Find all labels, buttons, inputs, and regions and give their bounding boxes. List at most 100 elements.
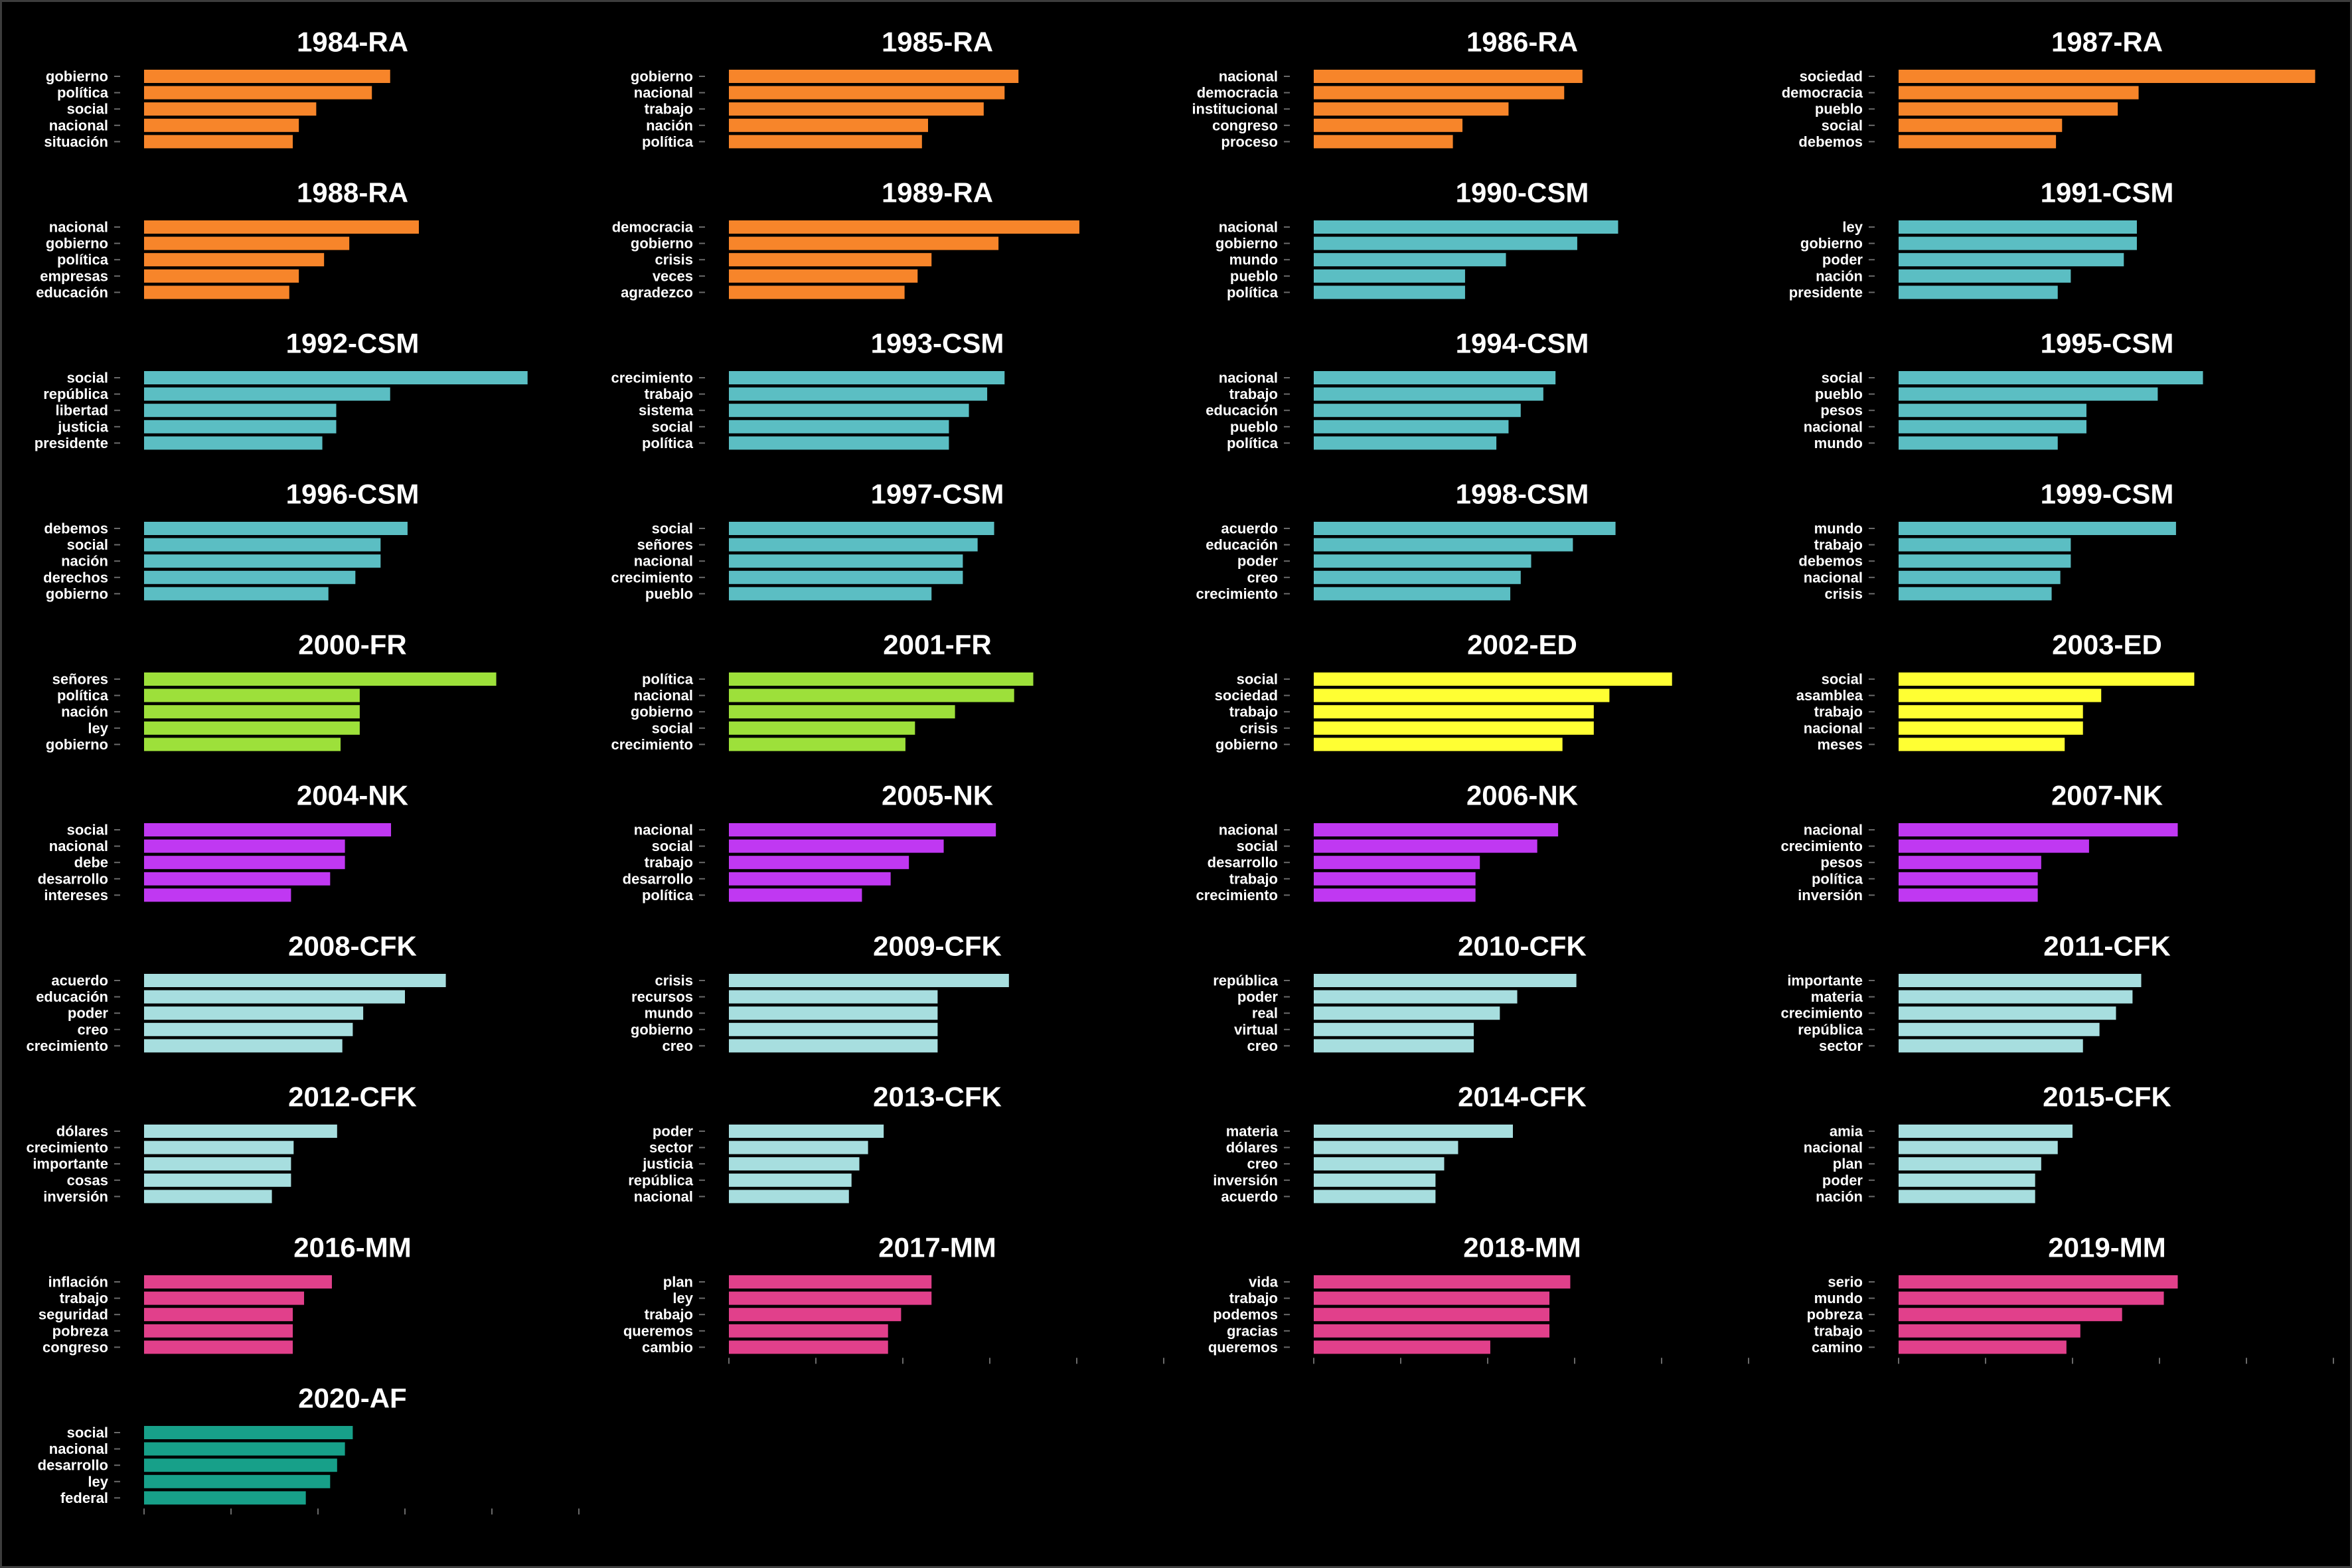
- bar: [1314, 1173, 1436, 1187]
- panel-title: 2005-NK: [882, 780, 993, 811]
- bar: [144, 570, 356, 584]
- bar-label: ley: [1842, 219, 1863, 236]
- bar: [1899, 285, 2058, 299]
- bar: [144, 220, 419, 234]
- bar: [1899, 220, 2137, 234]
- bar-label: acuerdo: [51, 973, 108, 989]
- bar-label: política: [1227, 435, 1279, 451]
- bar-label: social: [67, 1425, 108, 1441]
- bar: [729, 420, 949, 433]
- bar-label: educación: [36, 284, 108, 301]
- bar-label: trabajo: [1229, 870, 1278, 887]
- bar-label: materia: [1226, 1123, 1279, 1140]
- bar: [144, 839, 345, 853]
- bar: [729, 538, 978, 552]
- bar: [1899, 1308, 2122, 1322]
- bar-label: importante: [33, 1156, 108, 1172]
- bar: [729, 872, 891, 886]
- bar-label: recursos: [631, 988, 693, 1005]
- panel: 2006-NK nacionalsocialdesarrollotrabajocr…: [1196, 780, 1579, 903]
- bar: [144, 70, 390, 83]
- bar-label: pueblo: [1815, 386, 1863, 402]
- bar: [729, 570, 963, 584]
- bar-label: derechos: [43, 569, 108, 586]
- bar: [1314, 404, 1521, 418]
- bar-label: desarrollo: [38, 870, 108, 887]
- panel: 2004-NK socialnacionaldebedesarrollointer…: [38, 780, 408, 903]
- panel: 2013-CFK podersectorjusticiarepúblicanaci…: [628, 1081, 1002, 1205]
- bar: [1314, 1275, 1571, 1289]
- bar-label: política: [642, 435, 694, 451]
- panel: 2016-MM inflacióntrabajoseguridadpobrezac…: [39, 1232, 412, 1356]
- bar: [1314, 1039, 1474, 1053]
- bar-label: real: [1252, 1005, 1278, 1022]
- bar: [1314, 387, 1543, 401]
- bar: [144, 436, 323, 450]
- panel-title: 1987-RA: [2051, 27, 2163, 58]
- bar-label: trabajo: [1814, 536, 1863, 553]
- panel: 1994-CSM nacionaltrabajoeducaciónpueblopo…: [1206, 328, 1589, 451]
- bar: [729, 86, 1005, 100]
- bar-label: intereses: [44, 887, 108, 903]
- bar: [1899, 839, 2089, 853]
- bar: [1314, 86, 1565, 100]
- bar-label: asamblea: [1796, 687, 1863, 704]
- bar-label: crecimiento: [1196, 586, 1279, 602]
- bar: [729, 1140, 868, 1154]
- bar: [1899, 269, 2071, 283]
- panel-title: 2006-NK: [1466, 780, 1578, 811]
- bar-label: pueblo: [1230, 268, 1278, 284]
- bar: [1899, 872, 2038, 886]
- bar: [729, 587, 932, 601]
- bar: [1314, 721, 1594, 735]
- bar: [729, 1157, 860, 1171]
- panel-title: 2009-CFK: [873, 931, 1002, 962]
- bar-label: nacional: [1219, 68, 1278, 85]
- bar-label: poder: [68, 1005, 109, 1022]
- bar-label: social: [67, 536, 108, 553]
- bar: [1899, 1039, 2083, 1053]
- bar-label: gobierno: [631, 704, 693, 720]
- bar-label: política: [57, 687, 109, 704]
- bar: [729, 1022, 938, 1036]
- panel: 1990-CSM nacionalgobiernomundopueblopolít…: [1215, 177, 1618, 301]
- bar-label: plan: [663, 1274, 693, 1291]
- bar: [1899, 253, 2124, 267]
- bar-label: nación: [1816, 1188, 1863, 1205]
- bar: [1314, 135, 1453, 149]
- panel-title: 2011-CFK: [2043, 931, 2170, 962]
- bar-label: gobierno: [1215, 235, 1278, 252]
- bar: [1899, 856, 2041, 870]
- bar: [144, 856, 345, 870]
- bar-label: debemos: [1798, 553, 1863, 570]
- bar: [729, 236, 999, 250]
- bar-label: democracia: [1197, 84, 1279, 101]
- panel: 2011-CFK importantemateriacrecimientorepú…: [1781, 931, 2171, 1054]
- bar-label: inversión: [1798, 887, 1863, 903]
- bar-label: debe: [74, 854, 108, 871]
- bar: [1314, 220, 1618, 234]
- bar: [1899, 1324, 2080, 1338]
- bar-label: seguridad: [39, 1306, 108, 1323]
- panel-title: 1989-RA: [882, 177, 993, 208]
- bar-label: crecimiento: [611, 370, 694, 386]
- bar-label: agradezco: [621, 284, 693, 301]
- bar: [144, 1006, 364, 1020]
- bar-label: sistema: [639, 402, 694, 419]
- bar-label: gobierno: [1215, 736, 1278, 753]
- bar-label: mundo: [1814, 435, 1863, 451]
- bar-label: amia: [1830, 1123, 1863, 1140]
- panel-title: 1995-CSM: [2041, 328, 2174, 359]
- bar: [729, 220, 1079, 234]
- bar-label: nacional: [49, 838, 108, 854]
- bar: [729, 436, 949, 450]
- bar-label: gobierno: [46, 736, 108, 753]
- bar: [1899, 570, 2061, 584]
- bar: [144, 738, 341, 751]
- bar-label: política: [1812, 870, 1863, 887]
- bar-label: importante: [1787, 973, 1863, 989]
- panel: 1992-CSM socialrepúblicalibertadjusticiap…: [35, 328, 528, 451]
